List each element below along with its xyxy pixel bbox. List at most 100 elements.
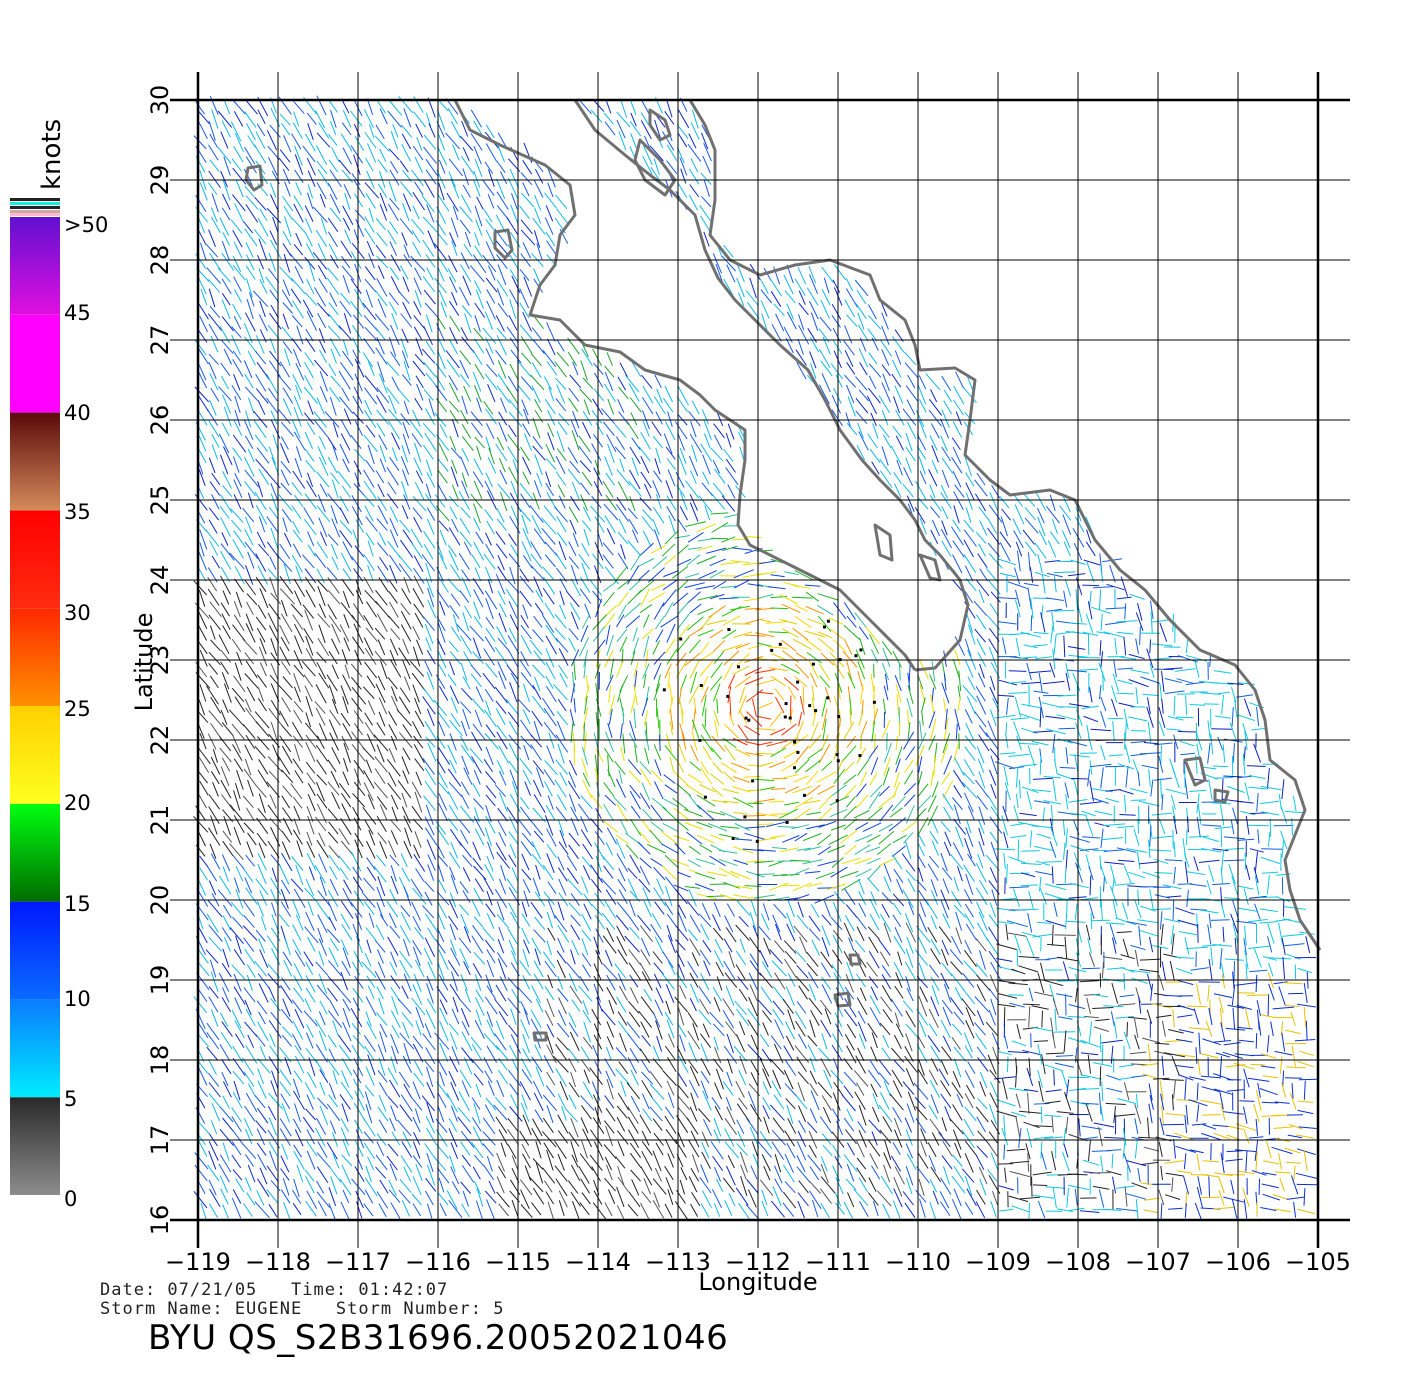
wind-vector [930,694,935,714]
wind-vector [605,731,614,752]
wind-vector [401,232,408,246]
wind-vector [931,445,939,463]
wind-vector [222,485,233,498]
wind-vector [727,674,736,689]
wind-vector [473,888,484,905]
wind-vector [547,182,554,198]
wind-vector [723,881,740,889]
wind-vector [870,986,878,1001]
wind-vector [1261,811,1280,816]
wind-vector [411,230,421,244]
wind-vector [413,735,424,749]
wind-vector [402,433,411,455]
wind-vector [582,779,593,799]
wind-vector [1116,631,1134,635]
wind-vector [222,830,233,843]
wind-vector [953,491,964,511]
wind-vector [660,830,678,845]
wind-vector [1062,961,1070,982]
wind-vector [1013,721,1021,741]
wind-vector [735,924,750,942]
wind-vector [529,505,544,524]
wind-vector [510,349,522,364]
wind-vector [398,696,411,714]
wind-vector [247,551,255,569]
wind-vector [593,639,606,655]
wind-vector [354,420,363,436]
wind-vector [794,832,808,842]
wind-vector [817,615,832,632]
wind-vector [697,594,718,601]
wind-vector [1237,714,1255,722]
wind-vector [328,845,340,859]
wind-vector [388,579,398,592]
wind-vector [664,744,678,762]
wind-vector [806,287,819,306]
wind-vector [732,846,754,854]
wind-vector [865,846,881,853]
wind-vector [519,757,533,775]
wind-vector [198,277,207,295]
wind-vector [462,708,470,730]
wind-vector [833,768,846,784]
wind-vector [567,780,581,800]
wind-vector [769,882,789,891]
wind-vector [1232,807,1238,825]
wind-vector [918,867,924,882]
wind-vector [1050,826,1058,847]
wind-vector [497,264,507,286]
wind-vector [975,938,987,952]
wind-vector [447,791,459,811]
wind-vector [270,888,279,907]
wind-vector [483,553,496,570]
wind-vector [780,760,799,772]
wind-vector [474,205,483,227]
wind-vector [1039,887,1048,905]
wind-vector [450,651,461,665]
wind-vector [802,832,822,842]
wind-vector [423,544,434,560]
wind-vector [774,688,785,701]
wind-vector [568,637,576,652]
wind-vector [258,314,268,332]
wind-vector [844,349,854,368]
wind-vector [594,914,606,930]
wind-vector [555,637,569,653]
wind-vector [473,616,483,628]
wind-vector [413,575,424,595]
wind-vector [316,839,329,859]
wind-vector [376,796,388,810]
wind-vector [988,504,1003,523]
wind-vector [244,312,256,332]
wind-vector [688,794,701,810]
wind-vector [1118,859,1135,862]
wind-vector [255,505,268,525]
wind-vector [243,360,253,379]
wind-vector [737,976,749,991]
wind-vector [244,435,254,450]
wind-vector [1214,826,1232,830]
wind-vector [895,758,901,773]
wind-vector [979,663,985,679]
wind-vector [475,219,483,236]
wind-vector [1046,505,1060,524]
wind-vector [233,241,243,259]
wind-vector [254,196,267,211]
wind-vector [798,324,810,345]
wind-vector [374,627,386,640]
wind-vector [744,536,762,538]
wind-vector [883,757,891,777]
wind-vector [344,192,351,210]
wind-vector [1244,925,1247,946]
wind-vector [376,986,384,1000]
wind-vector [294,169,304,183]
wind-vector [1075,987,1078,1003]
wind-vector [579,975,590,992]
wind-vector [866,961,878,977]
wind-vector [1292,796,1297,812]
wind-vector [1052,997,1059,1016]
wind-vector [664,663,672,679]
wind-vector [723,650,740,666]
wind-vector [292,122,303,139]
wind-vector [340,255,351,269]
